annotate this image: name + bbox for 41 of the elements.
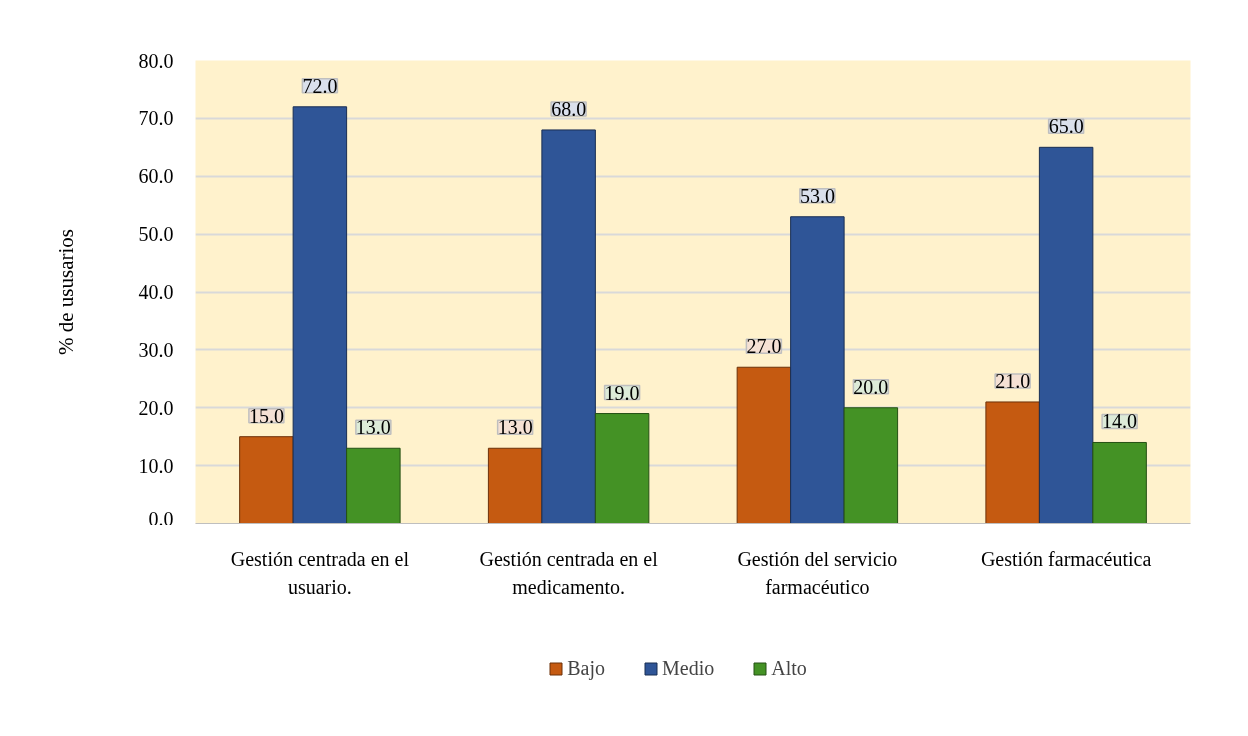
bar — [985, 401, 1040, 524]
bar — [487, 447, 543, 524]
data-label: 53.0 — [799, 184, 835, 207]
bar — [736, 366, 792, 524]
x-tick-label: Gestión del servicio farmacéutico — [737, 547, 898, 599]
data-label: 21.0 — [995, 369, 1031, 392]
bar — [346, 447, 401, 524]
data-label: 15.0 — [248, 404, 284, 427]
y-tick-label: 70.0 — [138, 107, 174, 130]
y-tick-label: 60.0 — [138, 165, 174, 188]
y-tick-label: 0.0 — [148, 507, 174, 530]
data-label: 13.0 — [497, 416, 533, 439]
x-tick-label: Gestión centrada en el usuario. — [230, 547, 410, 599]
data-label: 20.0 — [853, 375, 889, 398]
data-label: 13.0 — [355, 416, 391, 439]
bar — [790, 216, 845, 524]
data-label: 27.0 — [746, 335, 782, 358]
bar — [292, 106, 348, 524]
bar — [1038, 146, 1094, 524]
y-tick-label: 80.0 — [138, 49, 174, 72]
legend-label: Alto — [771, 657, 807, 680]
y-tick-label: 50.0 — [138, 223, 174, 246]
bar — [1092, 441, 1147, 524]
data-label: 65.0 — [1048, 115, 1084, 138]
data-label: 19.0 — [604, 381, 640, 404]
bar — [239, 436, 294, 524]
data-label: 14.0 — [1102, 410, 1138, 433]
x-tick-label: Gestión centrada en el medicamento. — [479, 547, 659, 599]
y-tick-label: 20.0 — [138, 396, 174, 419]
bar — [594, 413, 650, 524]
y-tick-label: 30.0 — [138, 338, 174, 361]
bar — [541, 129, 596, 524]
data-label: 68.0 — [551, 97, 587, 120]
y-tick-label: 40.0 — [138, 281, 174, 303]
data-label: 72.0 — [302, 74, 338, 97]
y-tick-label: 10.0 — [138, 454, 174, 477]
x-tick-label: Gestión farmacéutica — [980, 547, 1152, 570]
bar — [843, 407, 899, 524]
y-axis-title: % de ususarios — [53, 229, 78, 355]
legend-label: Bajo — [567, 657, 605, 680]
legend-label: Medio — [662, 657, 715, 680]
